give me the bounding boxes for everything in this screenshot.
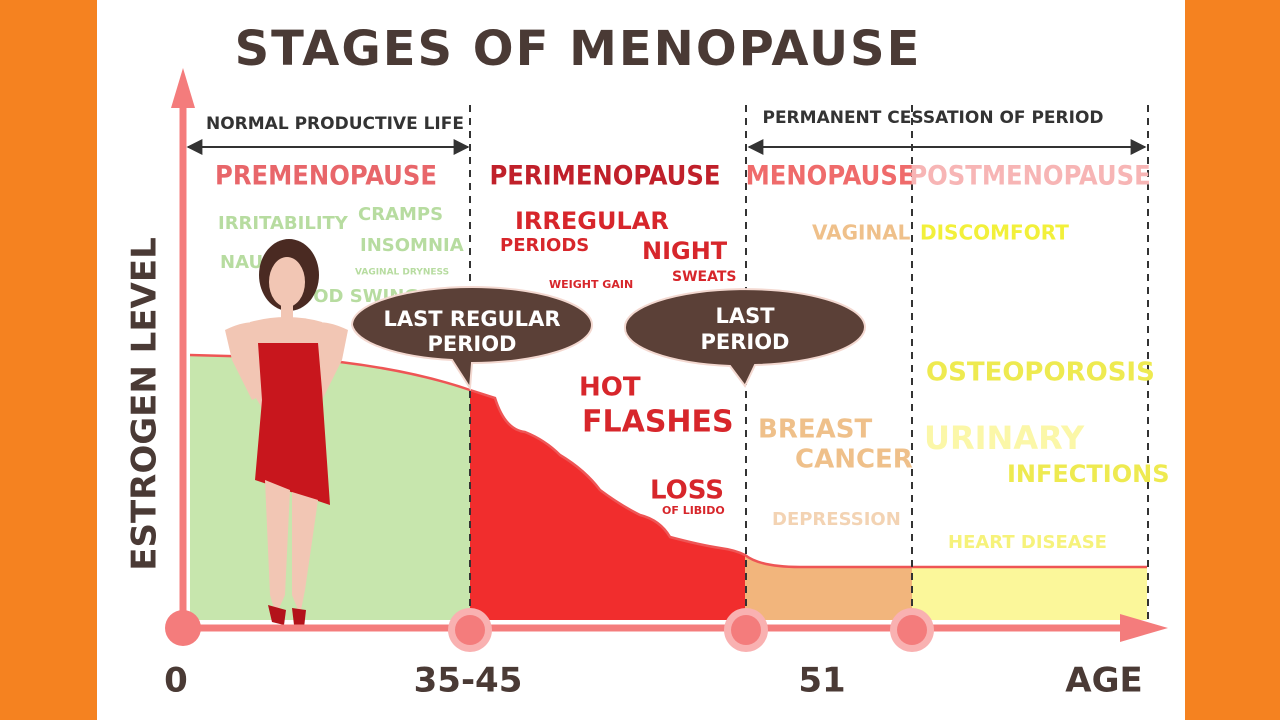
symptom: IRREGULAR [515, 207, 669, 235]
callout: LAST REGULAR PERIOD [350, 286, 593, 392]
y-axis-label: ESTROGEN LEVEL [125, 237, 165, 571]
estrogen-area [912, 567, 1147, 620]
stage-name: PREMENOPAUSE [215, 161, 437, 192]
symptom: NIGHT [642, 237, 728, 265]
symptom: CANCER [795, 445, 913, 475]
callout: LAST PERIOD [623, 288, 866, 388]
symptom: INFECTIONS [1007, 460, 1170, 488]
estrogen-area [470, 390, 745, 620]
axis-node [165, 608, 934, 652]
stage-name: PERIMENOPAUSE [490, 161, 721, 192]
span-label: PERMANENT CESSATION OF PERIOD [762, 108, 1103, 128]
symptom: DISCOMFORT [920, 221, 1069, 245]
estrogen-area [745, 555, 912, 620]
symptom: IRRITABILITY [218, 213, 349, 234]
x-marker: 51 [798, 661, 845, 701]
symptom: OF LIBIDO [662, 504, 725, 517]
stage-name: MENOPAUSE [746, 161, 915, 192]
symptom: HOT [579, 373, 641, 403]
stage-name: POSTMENOPAUSE [909, 161, 1150, 192]
symptom: LOSS [650, 476, 724, 506]
callout-text: LAST [715, 304, 775, 328]
symptom: INSOMNIA [360, 235, 464, 256]
title: STAGES OF MENOPAUSE [235, 21, 922, 77]
woman-figure [225, 239, 348, 628]
symptom: BREAST [758, 415, 872, 445]
symptom: VAGINAL [812, 221, 911, 245]
symptom: PERIODS [500, 235, 589, 256]
symptom: HEART DISEASE [948, 532, 1107, 553]
x-marker: 0 [164, 661, 188, 701]
callout-text: PERIOD [700, 330, 789, 354]
symptom: VAGINAL DRYNESS [355, 268, 449, 278]
y-axis-arrow [171, 68, 195, 108]
x-axis-arrow [1120, 614, 1168, 642]
callout-text: LAST REGULAR [383, 307, 560, 331]
symptom: CRAMPS [358, 204, 443, 225]
symptom: OSTEOPOROSIS [926, 358, 1155, 388]
span-label: NORMAL PRODUCTIVE LIFE [206, 114, 464, 134]
x-axis-label: AGE [1065, 661, 1142, 701]
callout-text: PERIOD [427, 332, 516, 356]
symptom: FLASHES [582, 405, 734, 440]
symptom: WEIGHT GAIN [549, 278, 633, 291]
symptom: SWEATS [672, 269, 736, 285]
symptom: DEPRESSION [772, 509, 901, 530]
estrogen-area [190, 355, 470, 620]
symptom: URINARY [924, 419, 1085, 457]
x-marker: 35-45 [414, 661, 523, 701]
estrogen-curve [189, 353, 1147, 569]
